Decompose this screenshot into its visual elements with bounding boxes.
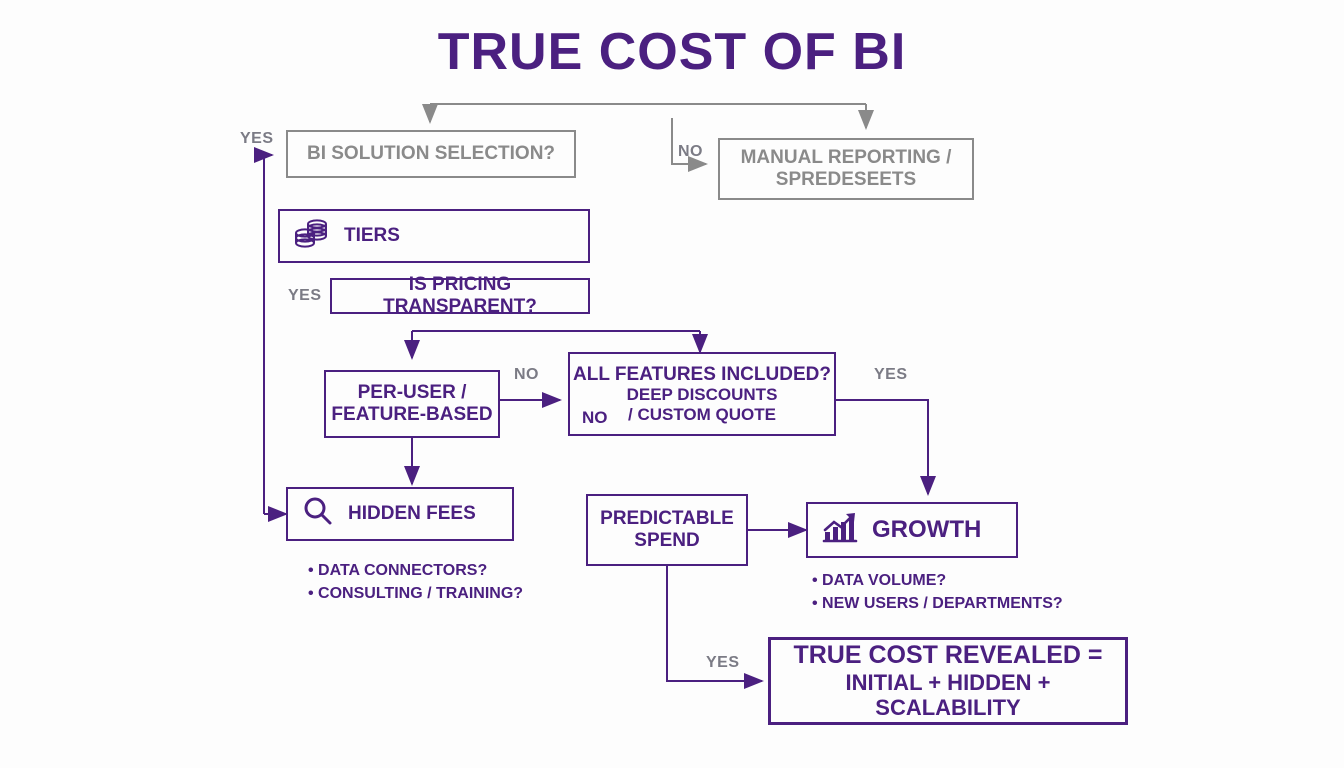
node-true-cost-line2: INITIAL + HIDDEN + SCALABILITY [845,670,1051,721]
edge-label-yes-bi: YES [240,130,274,147]
node-pricing-transparent[interactable]: IS PRICING TRANSPARENT? [330,274,590,317]
node-all-features-included[interactable]: ALL FEATURES INCLUDED? DEEP DISCOUNTS / … [568,352,836,436]
node-bi-solution-selection[interactable]: BI SOLUTION SELECTION? [286,130,576,178]
edge-label-yes-growth: YES [874,366,908,383]
node-true-cost-line1: TRUE COST REVEALED = [793,641,1103,670]
bullets-hidden-fees: DATA CONNECTORS? CONSULTING / TRAINING? [308,560,523,605]
bullet-item: DATA VOLUME? [812,570,1063,593]
node-all-features-line2: DEEP DISCOUNTS [626,385,778,405]
node-per-user-line1: PER-USER / [357,382,467,404]
node-predictable-spend-line1: PREDICTABLE [600,508,734,530]
node-true-cost-revealed[interactable]: TRUE COST REVEALED = INITIAL + HIDDEN + … [768,637,1128,725]
edge-label-no-manual: NO [678,143,703,160]
node-manual-reporting-line1: MANUAL REPORTING / [740,147,952,169]
coins-icon [294,216,330,256]
bullet-item: CONSULTING / TRAINING? [308,583,523,606]
node-manual-reporting[interactable]: MANUAL REPORTING / SPREDESEETS [718,138,974,200]
page-title: TRUE COST OF BI [437,23,907,81]
bullet-item: NEW USERS / DEPARTMENTS? [812,593,1063,616]
node-growth-label: GROWTH [872,516,982,544]
bullets-growth: DATA VOLUME? NEW USERS / DEPARTMENTS? [812,570,1063,615]
growth-chart-icon [822,510,858,549]
node-growth[interactable]: GROWTH [806,502,1018,558]
node-manual-reporting-line2: SPREDESEETS [775,169,917,190]
magnifier-icon [302,495,334,533]
edge-label-no-features: NO [514,366,539,383]
node-all-features-inbox-no: NO [582,408,608,427]
node-per-user-line2: FEATURE-BASED [331,404,493,425]
node-all-features-line1: ALL FEATURES INCLUDED? [573,363,831,385]
node-tiers-label: TIERS [344,225,400,247]
node-predictable-spend-line2: SPEND [634,530,700,551]
node-hidden-fees-label: HIDDEN FEES [348,503,476,525]
node-pricing-transparent-label: IS PRICING TRANSPARENT? [383,274,537,317]
node-hidden-fees[interactable]: HIDDEN FEES [286,487,514,541]
edge-label-yes-pricing: YES [288,287,322,304]
node-per-user-feature-based[interactable]: PER-USER / FEATURE-BASED [324,370,500,438]
node-bi-solution-selection-label: BI SOLUTION SELECTION? [306,143,556,165]
node-predictable-spend[interactable]: PREDICTABLE SPEND [586,494,748,566]
node-all-features-line3: / CUSTOM QUOTE [628,404,776,424]
node-tiers[interactable]: TIERS [278,209,590,263]
bullet-item: DATA CONNECTORS? [308,560,523,583]
edge-label-yes-true-cost: YES [706,654,740,671]
